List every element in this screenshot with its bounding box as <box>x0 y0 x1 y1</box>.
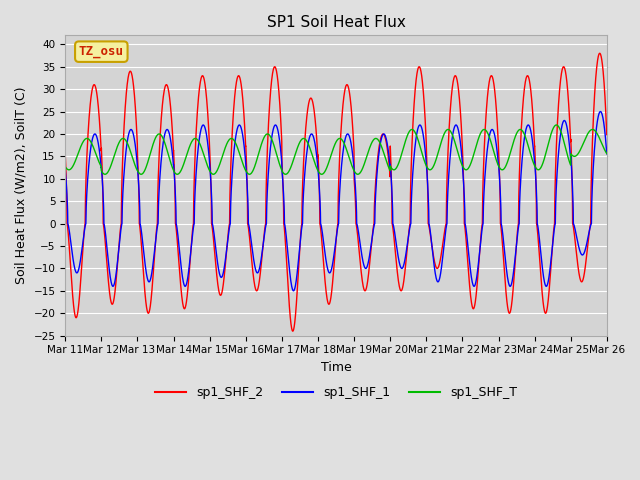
sp1_SHF_T <box>61 164 69 170</box>
Line: sp1_SHF_T: sp1_SHF_T <box>65 125 607 174</box>
sp1_SHF_T <box>593 130 600 135</box>
sp1_SHF_1 <box>593 126 600 132</box>
sp1_SHF_2 <box>596 50 604 56</box>
sp1_SHF_T <box>269 140 277 145</box>
sp1_SHF_T <box>292 147 300 153</box>
sp1_SHF_2 <box>292 298 300 304</box>
Line: sp1_SHF_1: sp1_SHF_1 <box>65 111 607 291</box>
sp1_SHF_1 <box>596 108 604 114</box>
sp1_SHF_1 <box>156 186 163 192</box>
sp1_SHF_T <box>552 122 560 128</box>
sp1_SHF_T <box>603 151 611 156</box>
Title: SP1 Soil Heat Flux: SP1 Soil Heat Flux <box>267 15 406 30</box>
Legend: sp1_SHF_2, sp1_SHF_1, sp1_SHF_T: sp1_SHF_2, sp1_SHF_1, sp1_SHF_T <box>150 382 522 405</box>
sp1_SHF_T <box>124 140 131 146</box>
Line: sp1_SHF_2: sp1_SHF_2 <box>65 53 607 331</box>
sp1_SHF_T <box>534 167 542 173</box>
Text: TZ_osu: TZ_osu <box>79 45 124 58</box>
sp1_SHF_2 <box>269 69 276 74</box>
sp1_SHF_2 <box>534 233 542 239</box>
sp1_SHF_2 <box>61 152 69 158</box>
sp1_SHF_1 <box>290 288 298 294</box>
X-axis label: Time: Time <box>321 361 351 374</box>
sp1_SHF_T <box>156 131 163 137</box>
sp1_SHF_1 <box>292 275 300 281</box>
sp1_SHF_2 <box>156 152 163 158</box>
Y-axis label: Soil Heat Flux (W/m2), SoilT (C): Soil Heat Flux (W/m2), SoilT (C) <box>15 87 28 284</box>
sp1_SHF_2 <box>123 83 131 89</box>
sp1_SHF_2 <box>289 328 296 334</box>
sp1_SHF_1 <box>534 224 542 230</box>
sp1_SHF_2 <box>593 69 600 74</box>
sp1_SHF_1 <box>123 140 131 146</box>
sp1_SHF_1 <box>603 151 611 156</box>
sp1_SHF_1 <box>61 167 69 173</box>
sp1_SHF_T <box>101 171 109 177</box>
sp1_SHF_2 <box>603 132 611 137</box>
sp1_SHF_1 <box>269 128 276 133</box>
